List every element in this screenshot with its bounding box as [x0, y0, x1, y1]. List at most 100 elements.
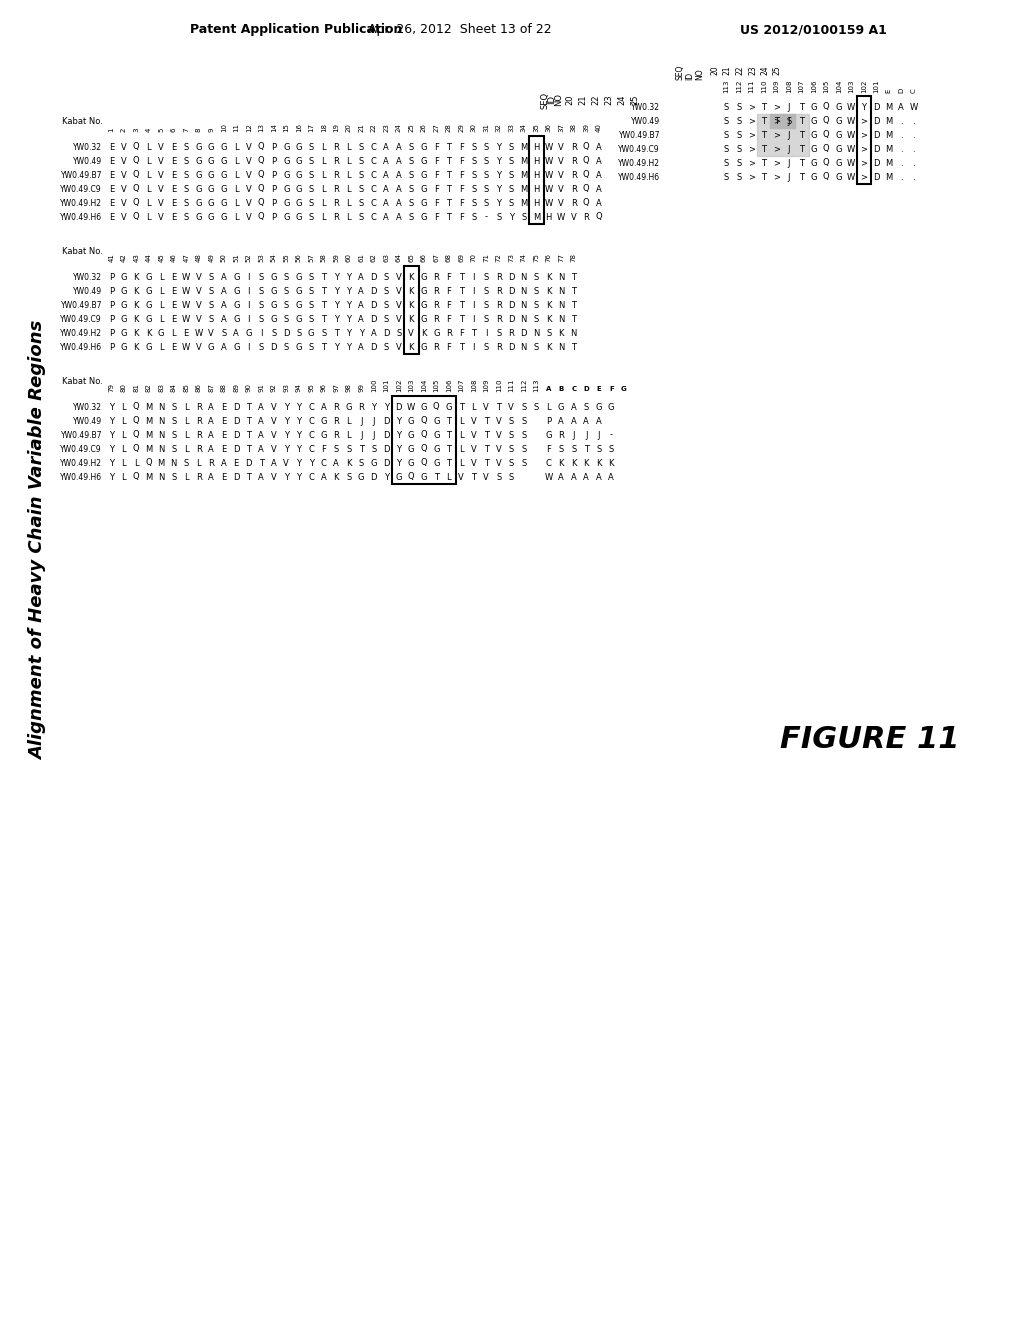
- Text: S: S: [396, 329, 401, 338]
- Text: 45: 45: [159, 253, 164, 261]
- Text: J: J: [360, 430, 362, 440]
- Text: D: D: [873, 173, 880, 181]
- Text: 41: 41: [109, 252, 115, 261]
- Text: Y: Y: [109, 473, 114, 482]
- Text: G: G: [121, 342, 127, 351]
- Text: K: K: [608, 458, 614, 467]
- Text: G: G: [283, 170, 290, 180]
- Text: S: S: [284, 272, 289, 281]
- Text: V: V: [246, 143, 252, 152]
- Text: L: L: [146, 157, 152, 165]
- Text: 60: 60: [346, 252, 352, 261]
- Text: 99: 99: [358, 383, 365, 392]
- Text: R: R: [584, 213, 589, 222]
- Text: S: S: [724, 158, 729, 168]
- Text: 39: 39: [584, 123, 589, 132]
- Text: S: S: [724, 116, 729, 125]
- Text: F: F: [446, 272, 452, 281]
- Text: J: J: [585, 430, 588, 440]
- Text: I: I: [248, 286, 250, 296]
- Text: 1: 1: [109, 127, 115, 132]
- Text: S: S: [596, 445, 601, 454]
- Text: 86: 86: [196, 383, 202, 392]
- Text: W: W: [408, 403, 416, 412]
- Text: 93: 93: [284, 383, 289, 392]
- Text: 100: 100: [371, 378, 377, 392]
- Text: S: S: [409, 198, 414, 207]
- Text: R: R: [334, 213, 339, 222]
- Text: G: G: [421, 170, 427, 180]
- Text: R: R: [496, 286, 502, 296]
- Text: T: T: [459, 314, 464, 323]
- Text: 76: 76: [546, 252, 552, 261]
- Text: V: V: [246, 198, 252, 207]
- Text: 59: 59: [333, 252, 339, 261]
- Text: Q: Q: [583, 157, 590, 165]
- Text: C: C: [308, 430, 314, 440]
- Text: C: C: [371, 157, 377, 165]
- Text: G: G: [296, 272, 302, 281]
- Text: T: T: [322, 286, 327, 296]
- Text: A: A: [358, 301, 365, 309]
- Text: Q: Q: [421, 430, 427, 440]
- Text: E: E: [171, 314, 176, 323]
- Text: Y: Y: [358, 329, 364, 338]
- Text: D: D: [371, 301, 377, 309]
- Text: 22: 22: [592, 95, 600, 106]
- Text: Q: Q: [133, 417, 139, 425]
- Text: N: N: [158, 473, 165, 482]
- Text: 54: 54: [270, 253, 276, 261]
- Text: D: D: [873, 116, 880, 125]
- Text: S: S: [171, 430, 176, 440]
- Text: S: S: [786, 116, 792, 125]
- Text: L: L: [171, 329, 176, 338]
- Text: S: S: [471, 157, 476, 165]
- Text: K: K: [409, 301, 414, 309]
- Text: G: G: [270, 272, 278, 281]
- Text: A: A: [233, 329, 240, 338]
- Text: A: A: [558, 417, 564, 425]
- Text: .: .: [900, 158, 902, 168]
- Text: G: G: [220, 185, 227, 194]
- Text: 97: 97: [333, 383, 339, 392]
- Text: D: D: [233, 445, 240, 454]
- Text: V: V: [508, 403, 514, 412]
- Text: S: S: [521, 417, 526, 425]
- Text: Y: Y: [334, 286, 339, 296]
- Text: S: S: [171, 417, 176, 425]
- Text: E: E: [221, 473, 226, 482]
- Text: S: S: [509, 170, 514, 180]
- Text: K: K: [133, 329, 139, 338]
- Text: T: T: [483, 430, 488, 440]
- Text: G: G: [836, 103, 842, 111]
- Text: L: L: [159, 342, 164, 351]
- Text: G: G: [208, 213, 214, 222]
- Text: T: T: [571, 286, 577, 296]
- Text: T: T: [322, 272, 327, 281]
- Text: M: M: [158, 458, 165, 467]
- Text: S: S: [209, 301, 214, 309]
- Text: K: K: [421, 329, 427, 338]
- Text: N: N: [534, 329, 540, 338]
- Text: S: S: [183, 198, 188, 207]
- Text: S: S: [183, 170, 188, 180]
- Text: A: A: [321, 473, 327, 482]
- Text: R: R: [496, 342, 502, 351]
- Text: Y: Y: [109, 445, 114, 454]
- Text: J: J: [787, 158, 790, 168]
- Text: 17: 17: [308, 123, 314, 132]
- Text: E: E: [221, 430, 226, 440]
- Text: S: S: [471, 198, 476, 207]
- Text: B: B: [559, 385, 564, 392]
- Text: 55: 55: [284, 253, 289, 261]
- Text: P: P: [109, 286, 114, 296]
- Text: S: S: [259, 301, 264, 309]
- Text: I: I: [248, 272, 250, 281]
- Text: A: A: [334, 458, 339, 467]
- Text: S: S: [483, 185, 488, 194]
- Text: Y: Y: [497, 185, 502, 194]
- Text: 56: 56: [296, 252, 302, 261]
- Text: A: A: [383, 157, 389, 165]
- Text: V: V: [196, 272, 202, 281]
- Text: D: D: [371, 473, 377, 482]
